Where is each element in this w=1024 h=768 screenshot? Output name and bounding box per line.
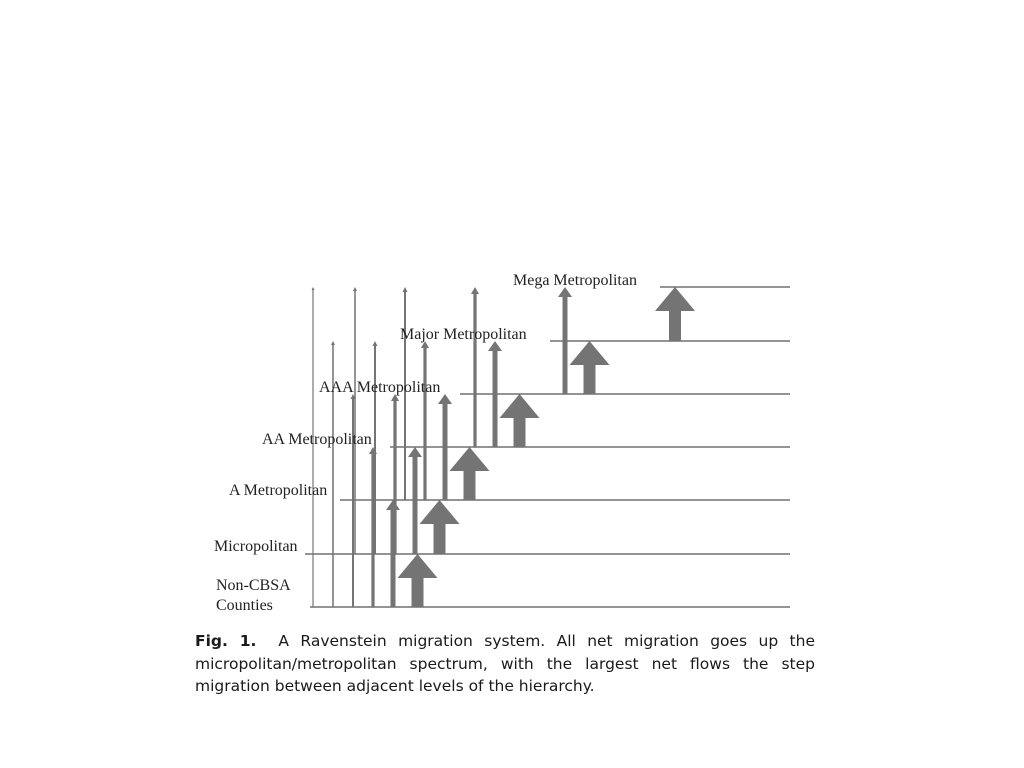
migration-arrow bbox=[391, 394, 399, 554]
migration-arrow bbox=[449, 447, 490, 500]
migration-arrow bbox=[438, 394, 452, 500]
hierarchy-level-labels: Non-CBSA Counties Micropolitan A Metropo… bbox=[214, 272, 637, 614]
level-label-non-cbsa: Non-CBSA Counties bbox=[216, 577, 294, 614]
migration-arrow bbox=[488, 341, 502, 447]
migration-arrow bbox=[397, 554, 438, 607]
caption-figure-number: Fig. 1. bbox=[195, 632, 257, 650]
migration-arrow bbox=[421, 341, 429, 500]
level-label-micropolitan: Micropolitan bbox=[214, 538, 298, 555]
caption-text: A Ravenstein migration system. All net m… bbox=[195, 632, 815, 695]
migration-arrow bbox=[471, 287, 479, 447]
level-label-mega-metropolitan: Mega Metropolitan bbox=[513, 272, 637, 289]
migration-arrow bbox=[369, 447, 377, 607]
level-label-major-metropolitan: Major Metropolitan bbox=[400, 326, 527, 343]
level-label-aaa-metropolitan: AAA Metropolitan bbox=[319, 379, 440, 396]
migration-arrow bbox=[569, 341, 610, 394]
migration-arrow bbox=[655, 287, 695, 341]
migration-arrow bbox=[408, 447, 422, 554]
migration-arrow bbox=[499, 394, 540, 447]
migration-arrow bbox=[372, 341, 378, 554]
level-label-aa-metropolitan: AA Metropolitan bbox=[262, 431, 372, 448]
migration-arrows bbox=[311, 287, 695, 607]
figure-caption: Fig. 1. A Ravenstein migration system. Al… bbox=[195, 630, 815, 698]
migration-arrow bbox=[331, 341, 335, 607]
migration-arrow bbox=[419, 500, 460, 554]
migration-arrow bbox=[386, 500, 400, 607]
level-label-a-metropolitan: A Metropolitan bbox=[229, 482, 327, 499]
migration-arrow bbox=[353, 287, 357, 554]
hierarchy-level-lines bbox=[305, 286, 790, 608]
level-label-non-cbsa-line2: Counties bbox=[216, 597, 273, 614]
migration-arrow bbox=[311, 287, 315, 607]
level-label-non-cbsa-line1: Non-CBSA bbox=[216, 577, 291, 594]
migration-arrow bbox=[402, 287, 408, 500]
migration-arrow bbox=[350, 394, 356, 607]
migration-arrow bbox=[558, 287, 572, 394]
